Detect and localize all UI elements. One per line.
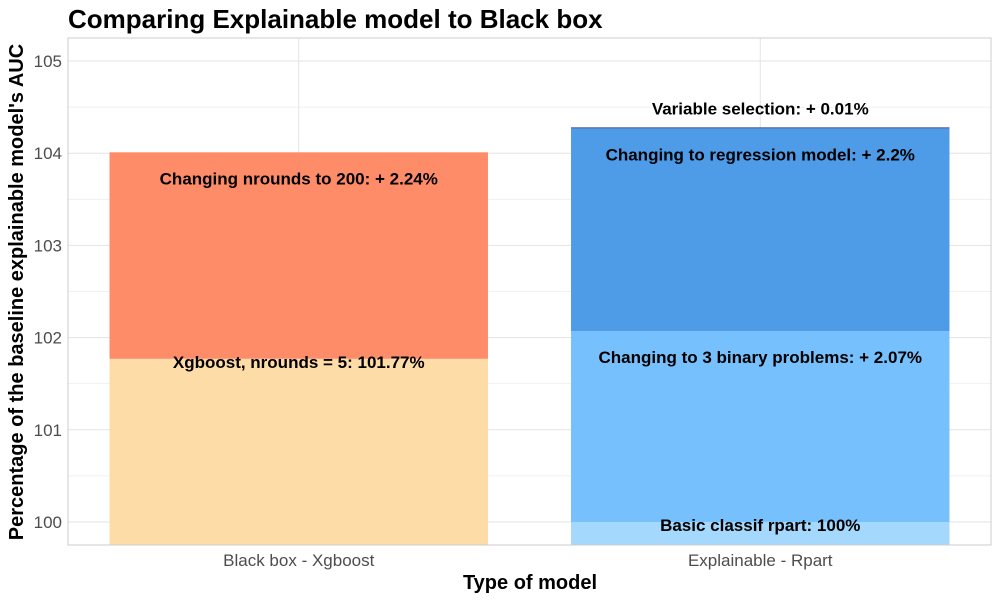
y-tick-label: 100 — [34, 513, 62, 532]
x-tick-label: Explainable - Rpart — [688, 551, 833, 570]
chart-title: Comparing Explainable model to Black box — [68, 4, 603, 34]
bars — [109, 127, 950, 545]
segment-label: Changing to regression model: + 2.2% — [606, 145, 915, 164]
bar-segment — [571, 128, 950, 332]
y-axis-ticks: 100 101 102 103 104 105 — [34, 52, 62, 532]
y-tick-label: 105 — [34, 52, 62, 71]
bar-segment — [109, 358, 488, 545]
segment-label: Xgboost, nrounds = 5: 101.77% — [173, 353, 425, 372]
segment-label: Variable selection: + 0.01% — [652, 99, 869, 118]
bar-segment — [571, 331, 950, 522]
segment-labels: Xgboost, nrounds = 5: 101.77% Changing nr… — [160, 99, 922, 535]
y-axis-title: Percentage of the baseline explainable m… — [6, 44, 28, 540]
y-tick-label: 101 — [34, 421, 62, 440]
y-tick-label: 103 — [34, 236, 62, 255]
segment-label: Changing to 3 binary problems: + 2.07% — [598, 348, 922, 367]
x-axis-ticks: Black box - Xgboost Explainable - Rpart — [223, 551, 833, 570]
x-tick-label: Black box - Xgboost — [223, 551, 374, 570]
bar-segment — [571, 127, 950, 129]
y-tick-label: 102 — [34, 329, 62, 348]
panel-border — [67, 37, 992, 546]
x-axis-title: Type of model — [463, 572, 597, 594]
y-tick-label: 104 — [34, 144, 62, 163]
segment-label: Changing nrounds to 200: + 2.24% — [160, 169, 438, 188]
segment-label: Basic classif rpart: 100% — [660, 516, 860, 535]
bar-segment — [571, 521, 950, 545]
bar-segment — [109, 152, 488, 359]
